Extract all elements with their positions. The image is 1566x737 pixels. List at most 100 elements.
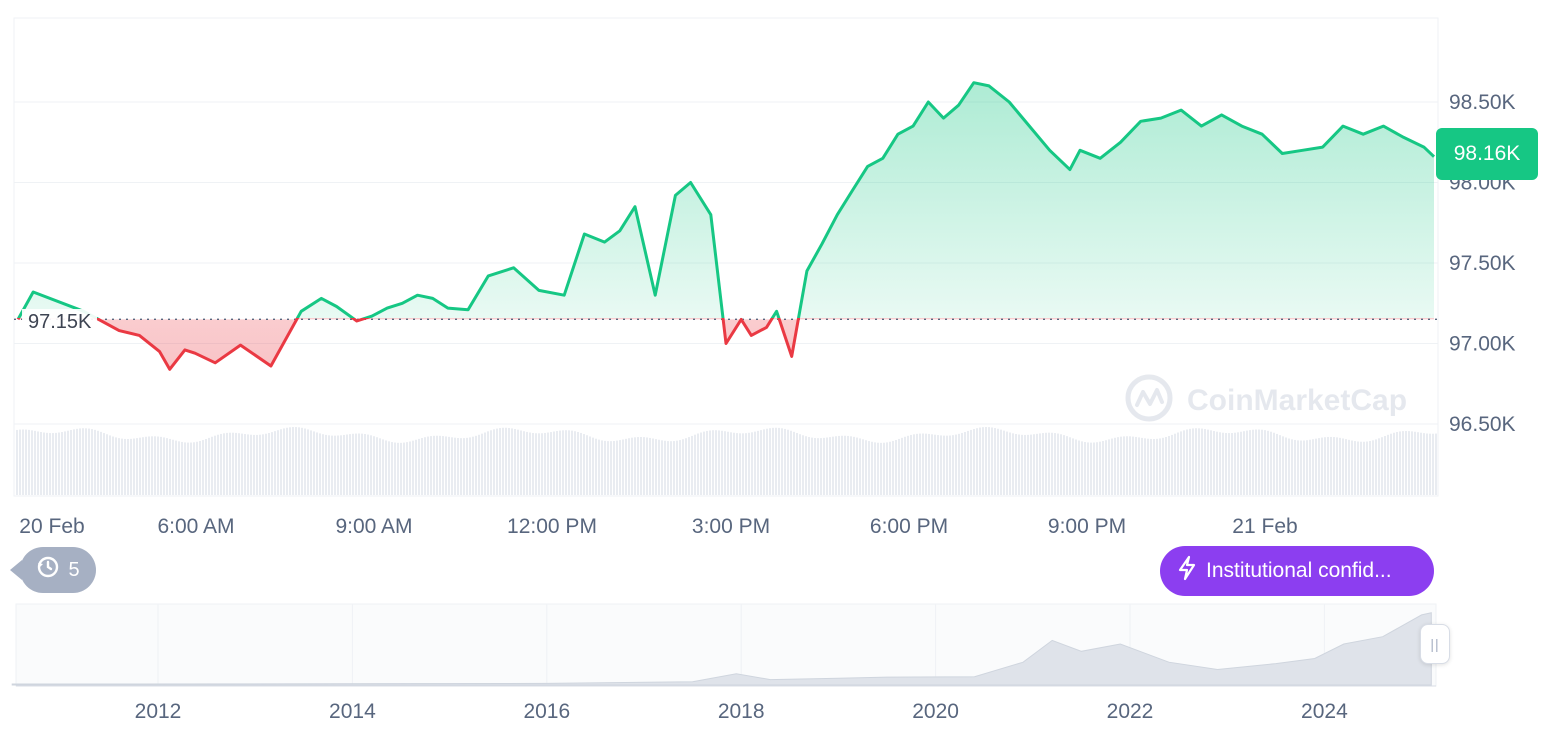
volume-bar [988, 427, 990, 495]
volume-bar [43, 432, 45, 495]
volume-bar [91, 429, 93, 495]
drag-handle-icon[interactable]: || [1420, 624, 1450, 664]
volume-bar [1129, 436, 1131, 495]
volume-bar [793, 431, 795, 495]
volume-bar [85, 428, 87, 495]
volume-bar [187, 442, 189, 495]
volume-bar [289, 427, 291, 495]
volume-bar [352, 433, 354, 495]
volume-bar [916, 433, 918, 495]
volume-bar [763, 429, 765, 495]
watermark-logo: CoinMarketCap [1125, 374, 1407, 422]
volume-bar [664, 440, 666, 495]
volume-bar [1363, 441, 1365, 495]
volume-bar [766, 428, 768, 495]
volume-bar [205, 439, 207, 495]
x-tick-label: 9:00 AM [335, 515, 412, 538]
volume-bar [256, 434, 258, 495]
volume-bar [1147, 438, 1149, 495]
volume-bar [814, 437, 816, 495]
volume-bar [601, 440, 603, 495]
volume-bar [28, 429, 30, 495]
volume-bar [1051, 432, 1053, 495]
volume-bar [502, 427, 504, 495]
volume-bar [841, 435, 843, 495]
volume-bar [655, 439, 657, 495]
volume-bar [895, 439, 897, 495]
volume-bar [1435, 433, 1437, 495]
volume-bar [787, 429, 789, 495]
volume-bar [1066, 436, 1068, 495]
volume-bar [1342, 438, 1344, 495]
range-navigator[interactable] [11, 603, 1437, 687]
volume-bar [982, 427, 984, 495]
volume-bar [202, 440, 204, 495]
volume-bar [1309, 439, 1311, 495]
volume-bar [481, 433, 483, 495]
volume-bar [850, 436, 852, 495]
volume-bar [427, 436, 429, 495]
volume-bar [391, 442, 393, 495]
volume-bar [268, 432, 270, 495]
volume-bar [784, 428, 786, 495]
volume-bar [748, 432, 750, 495]
events-count: 5 [68, 558, 80, 581]
volume-bar [340, 435, 342, 495]
volume-bar [1144, 438, 1146, 495]
volume-bars [16, 427, 1437, 495]
volume-bar [169, 438, 171, 495]
volume-bar [964, 431, 966, 495]
volume-bar [706, 430, 708, 495]
volume-bar [487, 431, 489, 495]
volume-bar [1081, 441, 1083, 495]
volume-bar [430, 436, 432, 495]
volume-bar [364, 434, 366, 495]
volume-bar [724, 431, 726, 495]
volume-bar [1159, 438, 1161, 495]
volume-bar [919, 433, 921, 495]
volume-bar [640, 437, 642, 495]
volume-bar [370, 435, 372, 495]
volume-bar [115, 437, 117, 495]
volume-bar [880, 442, 882, 495]
event-pill[interactable]: Institutional confid... [1160, 546, 1434, 596]
volume-bar [568, 430, 570, 495]
navigator-tick-label: 2014 [329, 700, 376, 723]
volume-bar [1423, 433, 1425, 495]
volume-bar [628, 438, 630, 495]
volume-bar [847, 435, 849, 495]
volume-bar [1348, 439, 1350, 495]
x-tick-label: 21 Feb [1232, 515, 1297, 538]
volume-bar [886, 442, 888, 495]
volume-bar [160, 436, 162, 495]
volume-bar [25, 429, 27, 495]
volume-bar [700, 432, 702, 495]
volume-bar [226, 432, 228, 495]
volume-bar [397, 442, 399, 495]
volume-bar [1126, 436, 1128, 495]
volume-bar [754, 431, 756, 495]
volume-bar [1414, 431, 1416, 495]
volume-bar [994, 428, 996, 495]
volume-bar [1138, 437, 1140, 495]
volume-bar [463, 438, 465, 495]
volume-bar [1285, 437, 1287, 495]
volume-bar [589, 436, 591, 495]
volume-bar [148, 436, 150, 495]
navigator-tick-label: 2018 [718, 700, 765, 723]
volume-bar [985, 427, 987, 495]
volume-bar [61, 432, 63, 495]
volume-bar [1177, 432, 1179, 495]
volume-bar [439, 435, 441, 495]
volume-bar [520, 430, 522, 495]
volume-bar [1069, 437, 1071, 495]
volume-bar [889, 441, 891, 495]
events-badge[interactable]: 5 [10, 547, 96, 593]
volume-bar [949, 435, 951, 495]
volume-bar [553, 431, 555, 495]
volume-bar [1204, 429, 1206, 495]
volume-bar [184, 442, 186, 495]
volume-bar [1135, 436, 1137, 495]
